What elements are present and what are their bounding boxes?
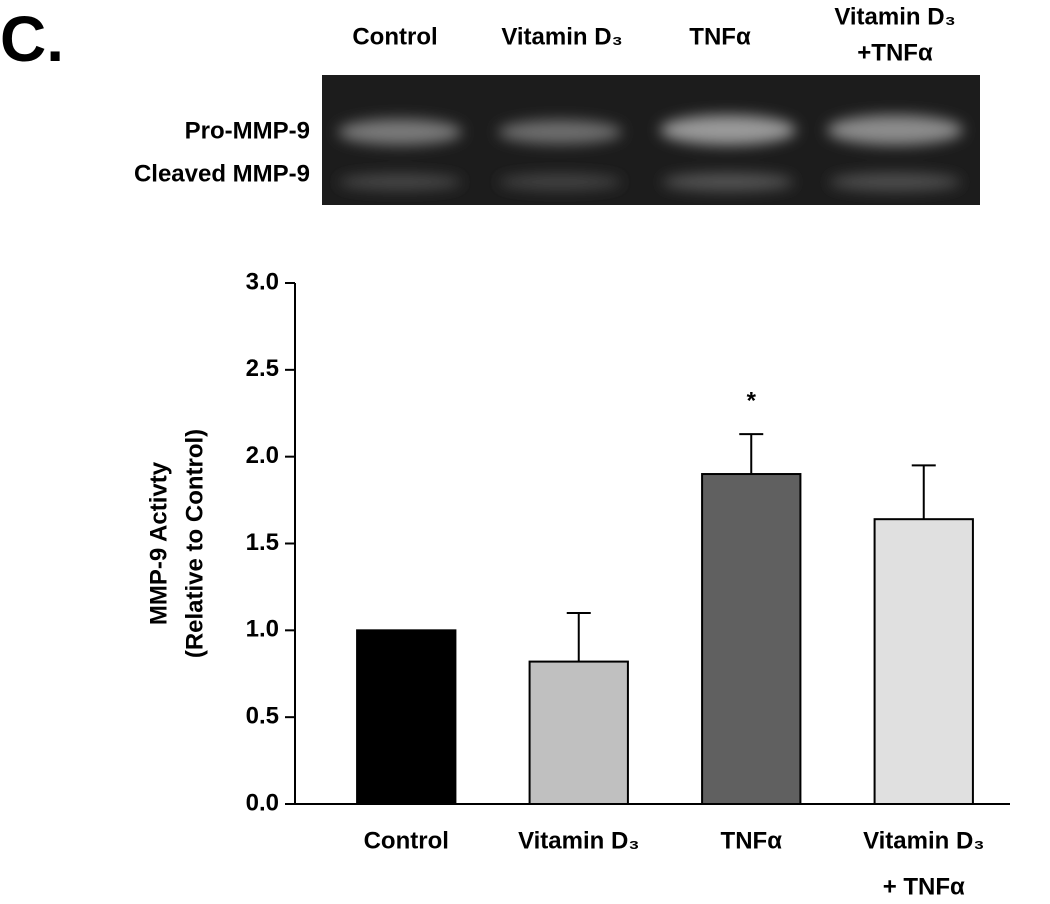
y-axis-label: (Relative to Control) [181, 429, 208, 658]
y-axis-label: MMP-9 Activty [145, 461, 172, 625]
x-tick-label: + TNFα [883, 873, 965, 900]
bar [873, 518, 974, 805]
lane-label: Vitamin D₃ [501, 23, 622, 50]
x-tick-label: Vitamin D₃ [518, 827, 639, 854]
lane-label: Vitamin D₃ [834, 3, 955, 30]
band-label: Pro-MMP-9 [185, 117, 310, 144]
x-tick-label: TNFα [721, 827, 783, 854]
error-bar [566, 611, 591, 662]
significance-marker: * [747, 387, 757, 414]
gel-image [322, 75, 980, 205]
error-bar [911, 464, 936, 520]
y-tick-label: 2.5 [246, 355, 279, 382]
lane-label: TNFα [689, 23, 751, 50]
lane-label: Control [352, 23, 437, 50]
error-bar [739, 433, 764, 475]
x-tick-label: Vitamin D₃ [863, 827, 984, 854]
band-label: Cleaved MMP-9 [134, 160, 310, 187]
y-tick-label: 0.0 [246, 789, 279, 816]
x-tick-label: Control [364, 827, 449, 854]
y-tick-label: 1.0 [246, 616, 279, 643]
bar [701, 473, 802, 805]
bar [356, 629, 457, 805]
y-tick-label: 0.5 [246, 703, 279, 730]
y-tick-label: 3.0 [246, 268, 279, 295]
lane-label: +TNFα [857, 39, 933, 66]
y-tick-label: 1.5 [246, 529, 279, 556]
panel-label: C. [0, 3, 64, 75]
bar [528, 660, 629, 805]
y-tick-label: 2.0 [246, 442, 279, 469]
